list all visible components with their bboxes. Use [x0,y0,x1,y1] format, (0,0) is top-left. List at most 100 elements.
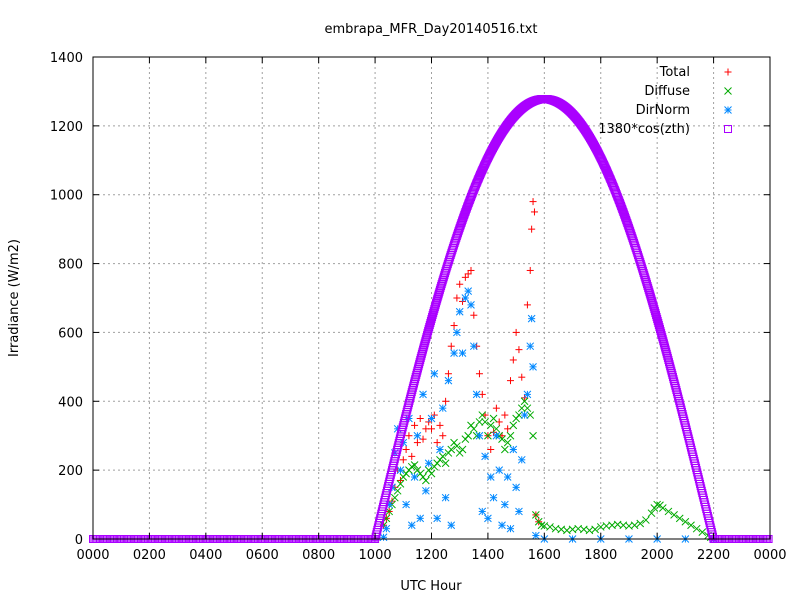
y-tick-label: 1200 [50,120,83,135]
chart-title: embrapa_MFR_Day20140516.txt [324,22,537,37]
data-point [433,514,441,523]
curve-point [424,327,433,336]
data-point [520,411,529,419]
data-point [475,370,483,378]
curve-point [670,377,679,386]
curve-point [410,377,419,386]
x-tick-label: 1000 [359,548,392,563]
data-point [512,483,520,492]
data-point [447,342,455,350]
data-point [529,431,537,440]
data-point [416,415,424,422]
series-1380-cos-zth- [89,95,773,543]
curve-point [418,347,427,356]
data-point [444,370,452,378]
data-point [481,418,489,426]
x-tick-label: 1600 [528,548,561,563]
axis-ticks: 0000 0200 0400 0600 0800 1000 1200 1400 1600 1800… [50,51,787,563]
data-point [537,521,546,530]
data-point [523,390,532,399]
data-point [591,525,599,534]
curve-point [657,329,666,338]
curve-point [668,370,677,379]
data-point [422,476,430,485]
x-axis-label: UTC Hour [400,579,462,594]
curve-point [665,358,674,367]
data-point [475,418,484,426]
data-point [486,421,495,430]
data-point [515,411,523,419]
curve-point [658,335,667,344]
data-point [475,431,484,440]
x-tick-label: 1800 [584,548,617,563]
y-tick-label: 200 [58,464,83,479]
curve-point [419,345,428,354]
data-point [526,266,534,274]
curve-point [425,321,434,330]
data-point [529,198,537,206]
data-point [413,439,421,447]
data-point [470,311,478,319]
legend-label: Diffuse [644,84,690,99]
data-point [433,439,441,447]
curve-point [422,333,431,342]
curve-point [421,337,430,346]
curve-point [412,370,421,379]
data-point [478,411,487,419]
data-point [464,431,473,440]
data-point [492,431,501,440]
data-point [653,500,662,509]
data-point [647,509,656,518]
curve-point [660,341,669,350]
x-tick-label: 2000 [641,548,674,563]
data-point [523,301,531,309]
data-point [402,500,410,509]
data-point [453,328,461,337]
legend-marker [724,68,732,76]
series-layer [89,95,773,543]
data-point [506,377,514,385]
curve-point [654,321,663,330]
grid [93,57,770,539]
data-point [464,287,473,295]
data-point [523,404,532,413]
data-point [642,516,650,524]
data-point [636,519,645,528]
curve-point [422,331,431,340]
x-tick-label: 0000 [753,548,786,563]
curve-point [667,368,676,377]
data-point [410,473,419,481]
curve-point [666,364,675,373]
data-point [396,466,405,474]
curve-point [653,315,662,324]
curve-point [415,360,424,369]
legend-label: DirNorm [636,103,690,118]
data-point [517,455,526,464]
curve-point [655,325,664,334]
data-point [450,349,458,357]
data-point [467,301,475,309]
data-point [382,524,391,533]
data-point [453,294,461,302]
data-point [453,442,461,450]
data-point [509,356,517,364]
data-point [515,507,523,516]
curve-point [416,356,425,365]
curve-point [420,339,429,348]
data-point [509,421,518,430]
data-point [687,521,695,530]
curve-point [670,379,679,388]
curve-point [653,316,662,325]
data-point [458,349,467,357]
data-point [506,431,515,440]
data-point [512,328,520,336]
curve-point [654,319,663,328]
data-point [399,456,407,464]
data-point [675,514,684,523]
legend-marker [724,87,732,95]
curve-point [423,329,432,338]
data-point [393,486,402,495]
x-tick-label: 0600 [246,548,279,563]
data-point [436,421,444,429]
data-point [390,493,399,502]
